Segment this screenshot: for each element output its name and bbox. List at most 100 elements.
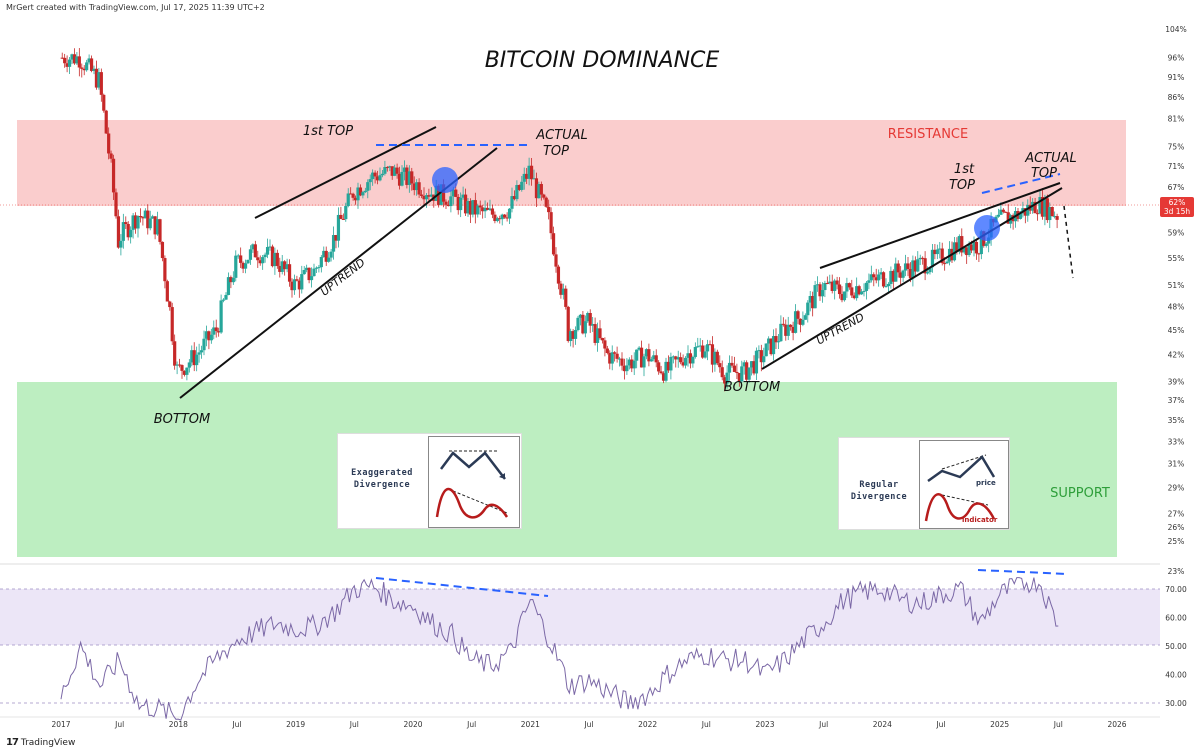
time-tick-label: Jul <box>701 720 711 729</box>
candle-body <box>224 294 228 300</box>
label-actual-top-left-2: TOP <box>543 144 569 159</box>
candle-body <box>554 254 558 267</box>
candle-body <box>747 367 751 380</box>
candle-body <box>182 370 187 375</box>
candle-body <box>965 247 969 256</box>
candle-body <box>212 327 216 335</box>
candle-body <box>324 250 328 262</box>
candle-body <box>317 267 321 269</box>
candle-body <box>556 266 561 284</box>
candle-body <box>63 57 67 64</box>
resistance-zone <box>17 120 1126 206</box>
candle-body <box>928 267 932 273</box>
candle-body <box>231 277 235 283</box>
candle-body <box>522 173 526 182</box>
candle-body <box>461 194 465 198</box>
candle-body <box>204 331 209 339</box>
chart-title: BITCOIN DOMINANCE <box>485 48 720 73</box>
candle-body <box>473 200 477 215</box>
marker-circle-left <box>432 167 458 193</box>
candle-body <box>380 173 385 176</box>
exaggerated-diagram <box>428 436 520 528</box>
candle-body <box>248 249 253 260</box>
uptrend-line-right <box>761 187 1063 370</box>
candle-body <box>999 209 1003 215</box>
candle-body <box>776 341 781 343</box>
candle-body <box>290 281 294 291</box>
candle-body <box>683 357 688 366</box>
candle-body <box>525 173 529 179</box>
label-bottom-right: BOTTOM <box>724 380 780 395</box>
candle-body <box>891 270 895 282</box>
candle-body <box>151 216 155 219</box>
wedge-upper-line-right <box>819 182 1061 269</box>
price-word: price <box>976 479 996 487</box>
candle-body <box>503 214 507 218</box>
candle-body <box>825 282 829 284</box>
candle-body <box>632 360 636 369</box>
price-tick-label: 86% <box>1168 93 1185 102</box>
candle-body <box>241 262 245 269</box>
candle-body <box>351 193 355 198</box>
candle-body <box>537 184 541 199</box>
candle-body <box>943 263 947 265</box>
candle-body <box>75 56 79 64</box>
candle-body <box>715 351 719 364</box>
candle-body <box>219 300 223 333</box>
time-tick-label: Jul <box>466 720 476 729</box>
candle-body <box>226 277 231 295</box>
candle-body <box>796 311 800 319</box>
candle-body <box>410 171 414 184</box>
candle-body <box>319 257 323 268</box>
candle-body <box>77 56 81 68</box>
candle-body <box>901 270 905 278</box>
candle-body <box>527 165 531 179</box>
candle-body <box>908 268 913 279</box>
candle-body <box>246 259 250 264</box>
exaggerated-divergence-card: Exaggerated Divergence <box>337 433 522 529</box>
candle-body <box>600 338 605 341</box>
candle-body <box>138 215 143 218</box>
candle-body <box>754 350 759 374</box>
label-bottom-left: BOTTOM <box>154 412 210 427</box>
candle-body <box>481 207 485 212</box>
candle-body <box>471 200 475 215</box>
candle-body <box>341 218 345 220</box>
candle-body <box>605 348 609 353</box>
candle-body <box>155 219 160 235</box>
candle-body <box>402 167 407 172</box>
candle-body <box>637 347 641 350</box>
tradingview-footer: 17 TradingView <box>6 737 75 748</box>
candle-body <box>439 184 443 205</box>
candle-body <box>209 334 213 341</box>
candle-body <box>622 365 627 372</box>
time-axis[interactable]: 2017 Jul 2018 Jul 2019 Jul 2020 Jul 2021 Jul 2022 J… <box>51 720 1126 729</box>
candle-body <box>544 197 548 207</box>
candle-body <box>938 248 942 250</box>
candle-body <box>781 323 785 325</box>
price-tick-label: 51% <box>1168 281 1185 290</box>
candle-body <box>752 361 756 374</box>
candle-body <box>1033 201 1037 214</box>
price-axis[interactable]: 104% 96% 91% 86% 81% 75% 71% 67% 59% 55% 51% 48% 45%… <box>1165 25 1186 576</box>
candle-body <box>630 359 634 369</box>
candle-body <box>837 284 842 295</box>
candle-body <box>363 190 367 193</box>
candle-body <box>774 336 778 343</box>
candle-body <box>916 259 920 272</box>
candle-body <box>576 317 580 331</box>
candle-body <box>977 253 981 255</box>
candle-body <box>911 260 915 279</box>
candle-body <box>263 254 267 258</box>
candle-body <box>701 345 705 358</box>
candle-body <box>85 62 89 71</box>
candle-body <box>1048 206 1052 221</box>
candle-body <box>811 295 815 309</box>
candle-body <box>270 246 275 267</box>
candle-body <box>534 178 539 199</box>
price-tick-label: 42% <box>1168 351 1185 360</box>
candle-body <box>415 182 419 191</box>
candle-body <box>569 331 573 342</box>
candle-body <box>94 68 99 88</box>
